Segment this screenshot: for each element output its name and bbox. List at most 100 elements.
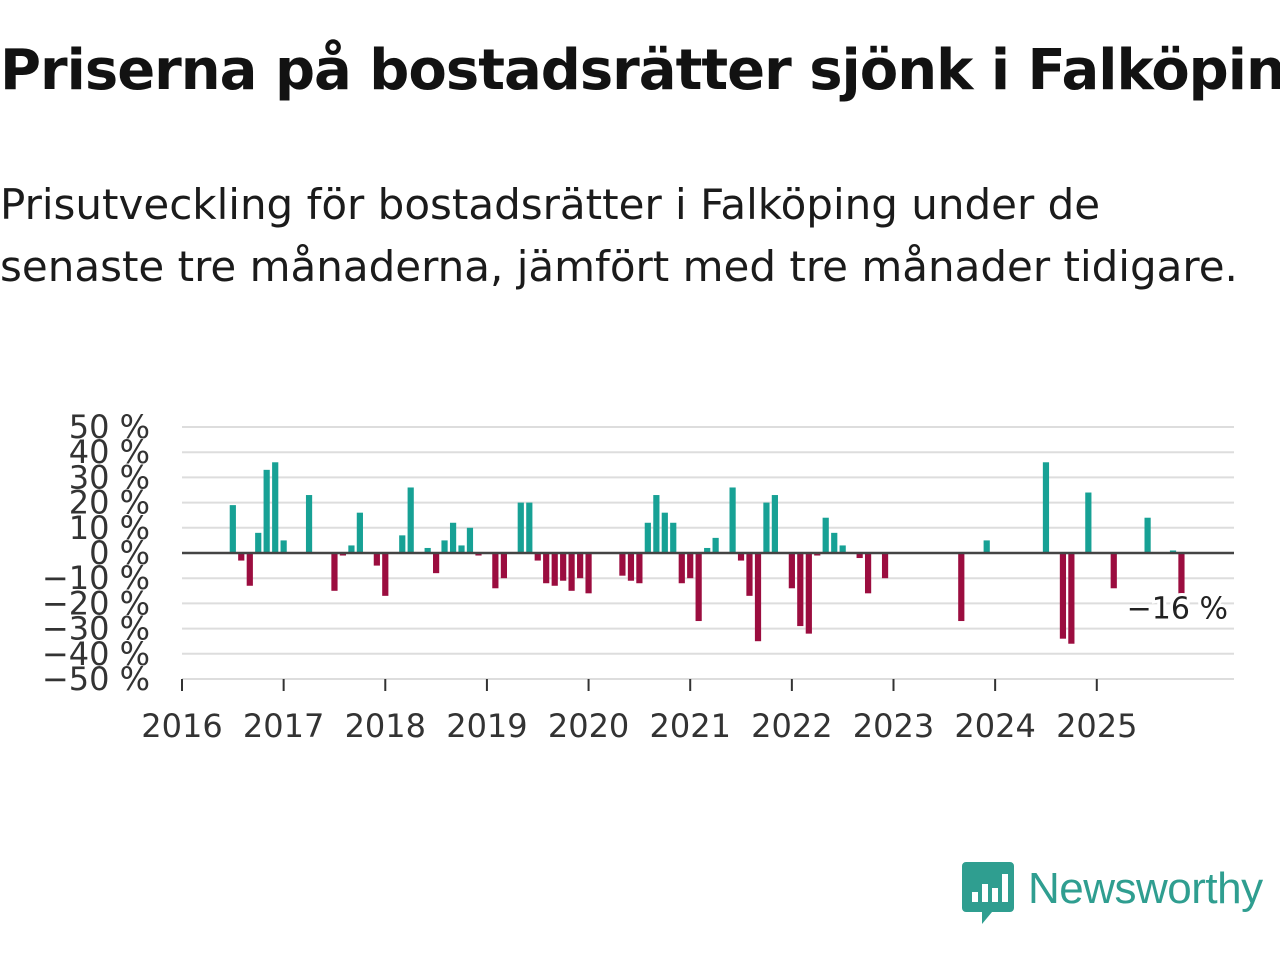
bar	[305, 495, 313, 553]
last-value-label: −16 %	[1127, 591, 1228, 626]
bar	[348, 545, 355, 553]
bar	[229, 505, 236, 553]
y-tick-label: 50 %	[69, 408, 150, 446]
labels: 50 %40 %30 %20 %10 %0 %−10 %−20 %−30 %−4…	[42, 408, 1231, 745]
bar	[263, 469, 270, 553]
x-tick-label: 2019	[446, 707, 527, 745]
x-tick-label: 2023	[853, 707, 934, 745]
bar	[619, 553, 626, 576]
bar	[661, 512, 668, 553]
bar	[1144, 517, 1151, 553]
y-tick-label: 30 %	[69, 458, 150, 496]
bar	[1178, 553, 1185, 594]
newsworthy-bar-chart-icon	[962, 862, 1014, 924]
bar	[331, 553, 338, 591]
bar	[712, 537, 719, 553]
bar	[246, 553, 253, 586]
bar	[449, 522, 457, 553]
bar	[475, 553, 482, 556]
bar	[788, 553, 795, 589]
bar	[856, 553, 863, 559]
bar	[272, 462, 279, 553]
bar	[382, 553, 389, 596]
bar	[831, 532, 838, 553]
bar	[1042, 462, 1050, 553]
bar	[983, 540, 990, 553]
bar	[687, 553, 694, 579]
bar	[551, 553, 558, 586]
bar	[839, 545, 846, 553]
axes	[181, 551, 1234, 691]
bar	[560, 553, 567, 581]
bar	[864, 553, 872, 594]
bar	[339, 553, 347, 556]
x-tick-label: 2020	[548, 707, 629, 745]
bar	[644, 522, 651, 553]
y-tick-label: −20 %	[42, 584, 150, 622]
bar	[441, 540, 448, 553]
bar	[255, 532, 262, 553]
bar	[746, 553, 753, 596]
bar	[433, 553, 440, 574]
bar	[238, 553, 245, 561]
bar	[492, 553, 499, 589]
bar	[543, 553, 550, 584]
bar	[881, 553, 889, 579]
bar	[1110, 553, 1117, 589]
bar	[280, 540, 287, 553]
newsworthy-brand: Newsworthy	[962, 862, 1263, 928]
bar	[466, 527, 474, 553]
bar	[1068, 553, 1075, 644]
bar	[737, 553, 745, 561]
bar	[704, 547, 711, 553]
bar	[458, 545, 465, 553]
bar	[356, 512, 363, 553]
bar	[568, 553, 575, 591]
bar	[636, 553, 643, 584]
y-tick-label: −10 %	[42, 559, 150, 597]
chart-title: Priserna på bostadsrätter sjönk i Falköp…	[0, 38, 1280, 103]
y-tick-label: 0 %	[89, 534, 150, 572]
bar	[958, 553, 965, 622]
bars	[229, 462, 1185, 644]
bar	[1059, 553, 1067, 639]
bar	[577, 553, 584, 579]
bar	[1085, 492, 1092, 553]
bar	[797, 553, 804, 627]
bar	[814, 553, 821, 556]
bar-chart: 50 %40 %30 %20 %10 %0 %−10 %−20 %−30 %−4…	[42, 408, 1234, 745]
bar	[695, 553, 702, 622]
bar	[1169, 550, 1177, 553]
bar	[627, 553, 635, 581]
bar	[754, 553, 762, 642]
bar	[805, 553, 812, 634]
bar	[763, 502, 770, 553]
x-tick-label: 2016	[141, 707, 222, 745]
bar	[517, 502, 524, 553]
x-tick-label: 2021	[649, 707, 730, 745]
brand-name: Newsworthy	[1028, 864, 1263, 913]
bar	[729, 487, 736, 553]
chart-subtitle: Prisutveckling för bostadsrätter i Falkö…	[0, 180, 1238, 291]
bar	[653, 495, 660, 553]
x-tick-label: 2025	[1056, 707, 1137, 745]
bar	[526, 502, 533, 553]
x-tick-label: 2024	[954, 707, 1035, 745]
bar	[407, 487, 414, 553]
bar	[534, 553, 541, 561]
y-tick-label: −30 %	[42, 610, 150, 648]
x-tick-label: 2018	[345, 707, 426, 745]
bar	[678, 553, 685, 584]
bar	[771, 495, 778, 553]
bar	[424, 547, 431, 553]
y-tick-label: 10 %	[69, 509, 150, 547]
bar	[500, 553, 508, 579]
y-tick-label: 20 %	[69, 484, 150, 522]
bar	[373, 553, 380, 566]
y-tick-label: 40 %	[69, 433, 150, 471]
bar	[822, 517, 829, 553]
x-tick-label: 2022	[751, 707, 832, 745]
x-tick-label: 2017	[243, 707, 324, 745]
y-tick-label: −50 %	[42, 660, 150, 698]
bar	[399, 535, 406, 553]
